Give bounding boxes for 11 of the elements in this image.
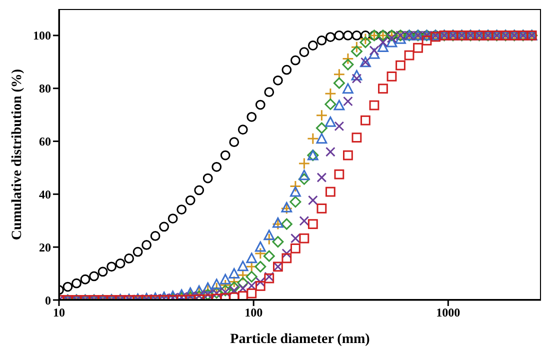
x-axis-title: Particle diameter (mm) <box>230 332 370 347</box>
y-tick-label: 100 <box>33 28 51 43</box>
y-tick-label: 20 <box>39 240 51 254</box>
x-tick-label: 100 <box>244 306 263 320</box>
y-axis-title: Cumulative distribution (%) <box>10 68 25 240</box>
y-tick-label: 40 <box>39 187 51 202</box>
y-tick-label: 0 <box>45 293 51 308</box>
x-tick-label: 1000 <box>436 306 460 320</box>
x-tick-label: 10 <box>53 306 65 320</box>
y-tick-label: 60 <box>39 134 51 149</box>
y-tick-label: 80 <box>39 82 51 96</box>
